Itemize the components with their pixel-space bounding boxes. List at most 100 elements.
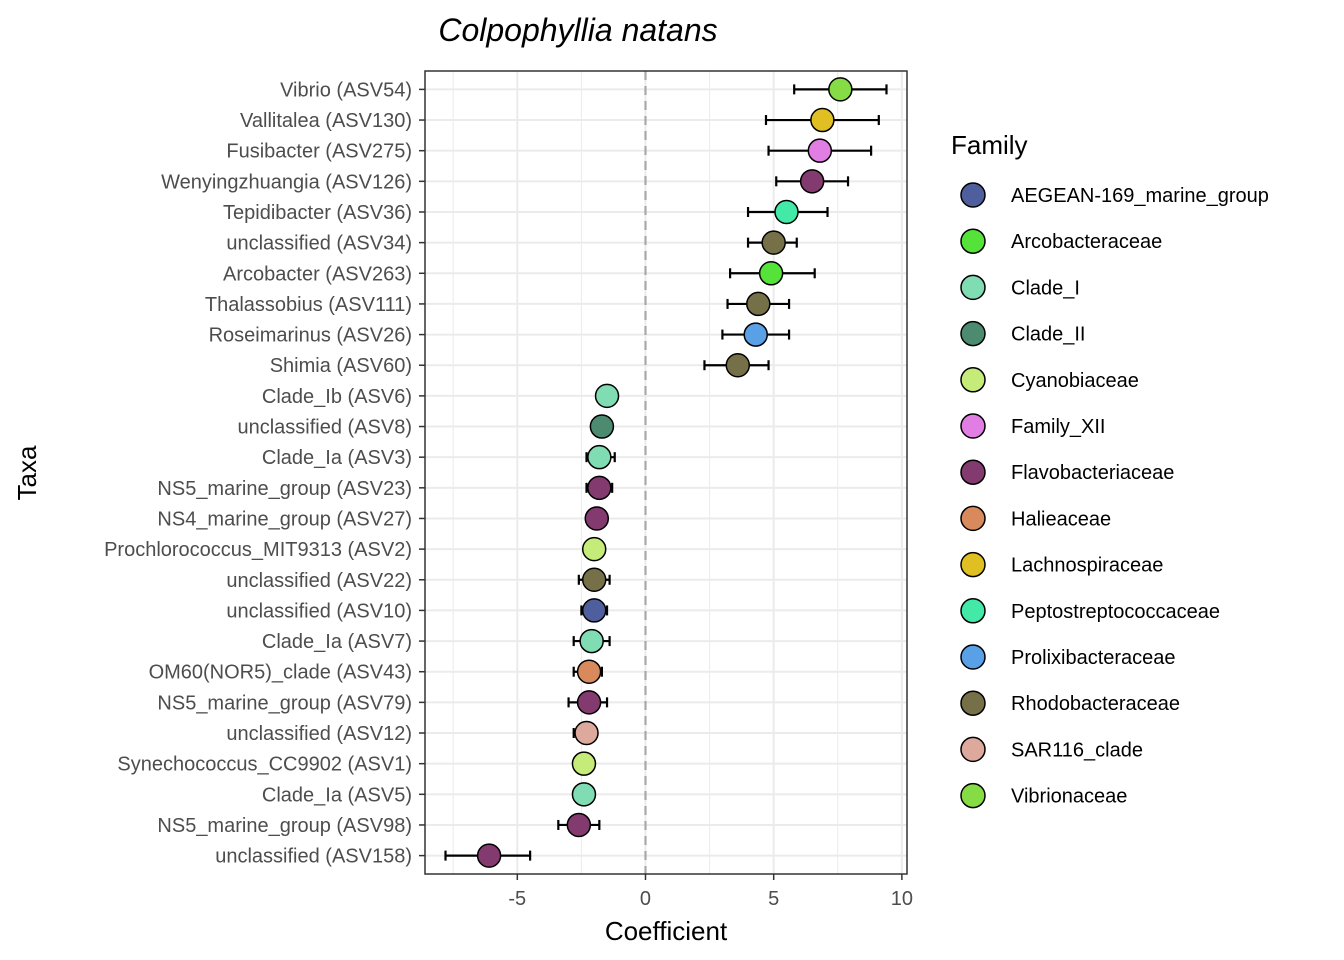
legend-label: Cyanobiaceae bbox=[1011, 370, 1139, 392]
data-point-group bbox=[572, 720, 599, 746]
legend-key bbox=[960, 274, 986, 301]
data-point bbox=[594, 383, 620, 409]
data-point bbox=[584, 506, 610, 531]
legend-key bbox=[960, 644, 986, 670]
y-tick-label: NS5_marine_group (ASV79) bbox=[157, 692, 412, 714]
legend-item: Rhodobacteraceae bbox=[960, 690, 1180, 716]
data-point bbox=[725, 352, 751, 378]
y-tick-label: Tepidibacter (ASV36) bbox=[223, 202, 412, 224]
x-tick-label: 0 bbox=[640, 888, 651, 910]
data-point-group bbox=[571, 751, 597, 776]
legend-key bbox=[960, 782, 986, 809]
legend-key bbox=[960, 320, 986, 347]
legend-label: Halieaceae bbox=[1011, 508, 1111, 530]
y-tick-label: Wenyingzhuangia (ASV126) bbox=[161, 171, 412, 193]
data-point-group bbox=[572, 659, 604, 684]
data-point bbox=[581, 536, 607, 562]
data-point bbox=[799, 169, 825, 194]
data-point bbox=[743, 322, 768, 347]
data-point-group bbox=[793, 77, 888, 102]
data-point bbox=[576, 659, 602, 684]
legend-label: Family_XII bbox=[1011, 416, 1105, 438]
legend-item: Peptostreptococcaceae bbox=[960, 598, 1220, 624]
legend-item: Family_XII bbox=[960, 413, 1105, 439]
data-point-group bbox=[703, 352, 770, 378]
data-point-group bbox=[726, 291, 791, 317]
y-tick-label: unclassified (ASV22) bbox=[226, 570, 412, 592]
plot-panel bbox=[424, 70, 908, 875]
y-tick-label: unclassified (ASV158) bbox=[215, 846, 412, 868]
legend-key bbox=[960, 690, 986, 716]
y-tick-label: Synechococcus_CC9902 (ASV1) bbox=[117, 754, 412, 776]
data-point bbox=[587, 475, 612, 501]
legend-item: Halieaceae bbox=[960, 505, 1111, 532]
legend-key bbox=[960, 736, 986, 763]
data-point-group bbox=[580, 598, 609, 623]
data-point bbox=[581, 598, 607, 623]
legend: Family AEGEAN-169_marine_group Arcobacter… bbox=[951, 130, 1269, 809]
x-axis-title: Coefficient bbox=[605, 916, 728, 946]
panel-background bbox=[425, 71, 907, 874]
data-point-group bbox=[775, 169, 850, 194]
data-point-group bbox=[746, 199, 829, 225]
legend-label: Rhodobacteraceae bbox=[1011, 693, 1180, 715]
legend-item: Flavobacteriaceae bbox=[960, 459, 1174, 485]
data-point bbox=[581, 567, 607, 593]
data-point bbox=[579, 628, 604, 654]
y-tick-label: OM60(NOR5)_clade (ASV43) bbox=[149, 662, 412, 684]
data-point bbox=[571, 782, 597, 807]
legend-label: Vibrionaceae bbox=[1011, 786, 1127, 808]
data-point bbox=[571, 751, 597, 776]
legend-item: SAR116_clade bbox=[960, 736, 1143, 763]
legend-item: Lachnospiraceae bbox=[960, 551, 1163, 578]
data-point-group bbox=[594, 383, 620, 409]
legend-key bbox=[960, 598, 986, 624]
x-tick-label: 5 bbox=[768, 888, 779, 910]
data-point bbox=[761, 230, 786, 255]
legend-label: SAR116_clade bbox=[1011, 739, 1143, 761]
legend-title: Family bbox=[951, 130, 1028, 160]
y-tick-label: Vibrio (ASV54) bbox=[280, 79, 412, 101]
data-point bbox=[566, 812, 592, 838]
y-tick-label: Shimia (ASV60) bbox=[270, 355, 412, 377]
data-point-group bbox=[585, 475, 614, 501]
legend-item: AEGEAN-169_marine_group bbox=[960, 182, 1269, 208]
legend-label: Arcobacteraceae bbox=[1011, 231, 1162, 253]
legend-key bbox=[960, 459, 986, 485]
legend-label: Clade_II bbox=[1011, 324, 1086, 346]
y-axis-title: Taxa bbox=[12, 445, 42, 500]
legend-item: Clade_I bbox=[960, 274, 1080, 301]
y-tick-label: Fusibacter (ASV275) bbox=[226, 141, 412, 163]
y-tick-label: Clade_Ib (ASV6) bbox=[262, 386, 412, 408]
data-point-group bbox=[764, 107, 880, 133]
data-point-group bbox=[572, 628, 611, 654]
legend-key bbox=[960, 182, 986, 208]
data-point-group bbox=[444, 843, 532, 868]
legend-key bbox=[960, 367, 986, 393]
data-point-group bbox=[721, 322, 791, 347]
data-point-group bbox=[585, 444, 616, 470]
y-tick-label: Clade_Ia (ASV7) bbox=[262, 631, 412, 653]
data-point-group bbox=[571, 782, 597, 807]
data-point bbox=[587, 444, 612, 470]
y-tick-label: unclassified (ASV12) bbox=[226, 723, 412, 745]
data-point bbox=[574, 720, 599, 746]
legend-label: Flavobacteriaceae bbox=[1011, 462, 1174, 484]
data-point-group bbox=[557, 812, 601, 838]
legend-key bbox=[960, 505, 986, 532]
y-tick-label: Clade_Ia (ASV5) bbox=[262, 784, 412, 806]
data-point-group bbox=[584, 506, 610, 531]
y-tick-label: Roseimarinus (ASV26) bbox=[209, 325, 412, 347]
data-point bbox=[758, 261, 784, 286]
legend-label: Clade_I bbox=[1011, 277, 1080, 299]
data-point bbox=[589, 414, 615, 439]
legend-item: Cyanobiaceae bbox=[960, 367, 1139, 393]
data-point bbox=[828, 77, 853, 102]
data-point bbox=[476, 843, 502, 868]
legend-key bbox=[960, 228, 986, 254]
data-point-group bbox=[589, 414, 615, 439]
panel-border bbox=[424, 70, 908, 875]
legend-label: AEGEAN-169_marine_group bbox=[1011, 185, 1269, 207]
legend-item: Prolixibacteraceae bbox=[960, 644, 1176, 670]
